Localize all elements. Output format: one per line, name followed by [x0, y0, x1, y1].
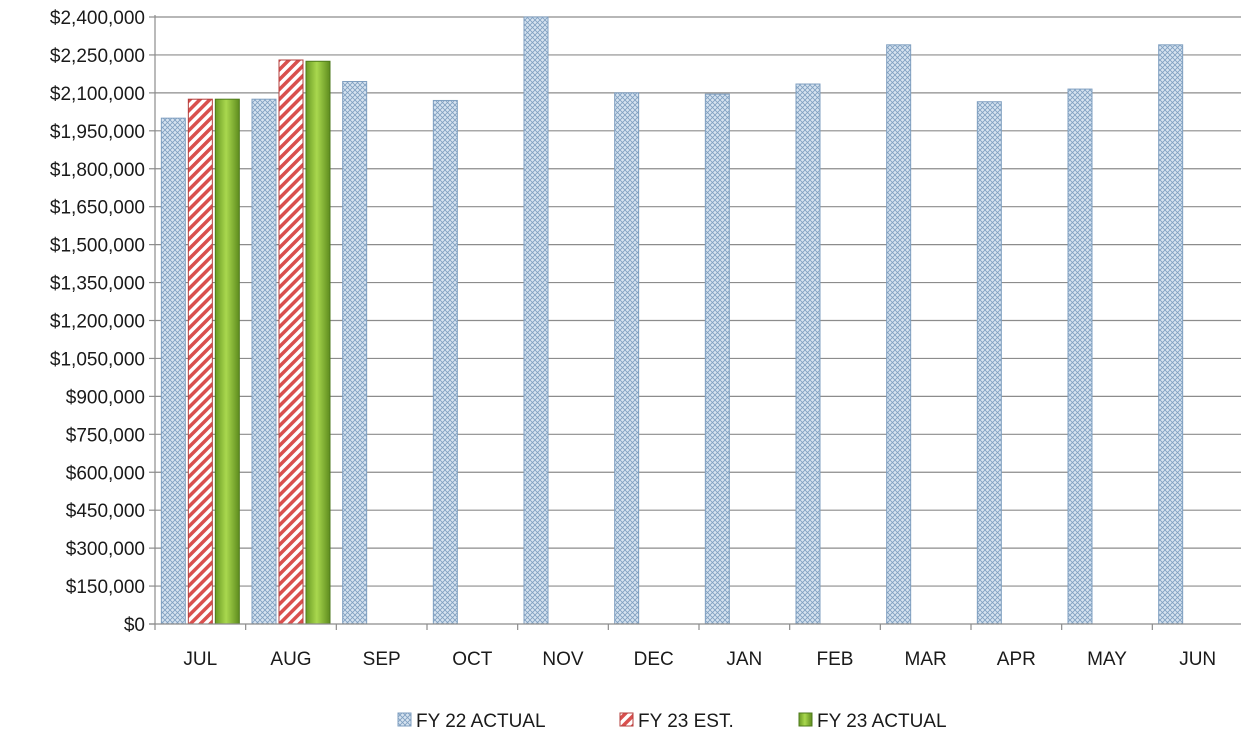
bars [160, 16, 1184, 625]
bar-fy-22-actual-dec [614, 92, 640, 625]
y-tick-label: $900,000 [66, 387, 145, 408]
y-tick-label: $2,400,000 [50, 8, 145, 29]
bar-fy-22-actual-mar [886, 44, 912, 625]
y-tick-label: $2,250,000 [50, 46, 145, 67]
bar-fy-23-actual-aug [305, 60, 331, 625]
legend-label: FY 23 EST. [638, 711, 734, 732]
bar-fy-23-est-aug [278, 59, 304, 625]
gridlines [155, 16, 1241, 587]
x-tick-label: DEC [634, 649, 674, 670]
x-tick-label: FEB [817, 649, 854, 670]
y-tick-label: $1,200,000 [50, 312, 145, 333]
y-tick-label: $1,950,000 [50, 122, 145, 143]
bar-fy-22-actual-jan [704, 93, 730, 625]
x-tick-label: MAR [905, 649, 947, 670]
legend-label: FY 22 ACTUAL [416, 711, 546, 732]
y-tick-label: $0 [124, 615, 145, 636]
legend-swatch [397, 712, 412, 727]
x-tick-label: APR [997, 649, 1036, 670]
y-tick-label: $1,350,000 [50, 274, 145, 295]
y-tick-label: $750,000 [66, 425, 145, 446]
bar-fy-22-actual-oct [432, 99, 458, 625]
y-tick-label: $1,050,000 [50, 349, 145, 370]
bar-fy-23-actual-jul [214, 98, 240, 625]
legend-swatch [619, 712, 634, 727]
x-tick-label: NOV [542, 649, 584, 670]
y-tick-label: $1,500,000 [50, 236, 145, 257]
bar-fy-22-actual-aug [251, 98, 277, 625]
x-axis-tick-labels: JUL AUG SEP OCT NOV DEC JAN FEB MAR APR MAY JUN [154, 624, 1216, 670]
x-tick-label: AUG [270, 649, 311, 670]
bar-fy-22-actual-apr [976, 101, 1002, 625]
x-tick-label: JUL [183, 649, 217, 670]
x-tick-label: JAN [726, 649, 762, 670]
axes [149, 15, 1241, 625]
bar-fy-22-actual-may [1067, 88, 1093, 625]
x-tick-label: SEP [363, 649, 401, 670]
legend: FY 22 ACTUAL FY 23 EST. FY 23 ACTUAL [397, 711, 947, 732]
x-tick-label: MAY [1087, 649, 1127, 670]
legend-swatch [798, 712, 813, 727]
y-tick-label: $2,100,000 [50, 84, 145, 105]
bar-fy-22-actual-nov [523, 16, 549, 625]
legend-label: FY 23 ACTUAL [817, 711, 947, 732]
y-tick-label: $450,000 [66, 501, 145, 522]
bar-fy-22-actual-jul [160, 117, 186, 625]
y-tick-label: $600,000 [66, 463, 145, 484]
x-tick-label: OCT [452, 649, 493, 670]
bar-fy-22-actual-feb [795, 83, 821, 625]
y-axis-tick-labels: $0 $150,000 $300,000 $450,000 $600,000 $750,0… [50, 8, 155, 636]
bar-fy-23-est-jul [187, 98, 213, 625]
y-tick-label: $1,650,000 [50, 198, 145, 219]
y-tick-label: $1,800,000 [50, 160, 145, 181]
y-tick-label: $150,000 [66, 577, 145, 598]
bar-fy-22-actual-sep [342, 80, 368, 625]
y-tick-label: $300,000 [66, 539, 145, 560]
x-tick-label: JUN [1179, 649, 1216, 670]
bar-fy-22-actual-jun [1158, 44, 1184, 625]
